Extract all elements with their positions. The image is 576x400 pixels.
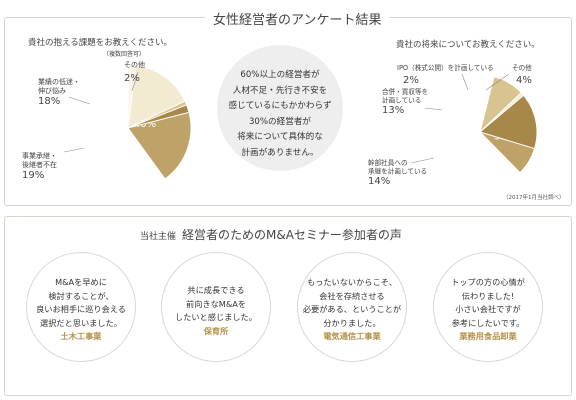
slice-label: 承継を計画している (368, 167, 427, 176)
voice-line: 小さい会社ですが (455, 304, 521, 314)
slice-value: 40% (134, 119, 156, 130)
voice-text: もったいないからこそ、 会社を存続させる必要がある、ということが 分かりました。 電気… (292, 276, 412, 344)
leader-line (63, 147, 85, 153)
seminar-organizer: 当社主催 (140, 232, 177, 242)
center-message: 60%以上の経営者が 人材不足・先行き不安を 感じているにもかかわらず 30%の経営者… (226, 68, 334, 161)
center-message-line: 感じているにもかかわらず (228, 101, 332, 111)
leader-line (424, 107, 443, 111)
voice-circle (433, 252, 543, 362)
pie-slice (479, 74, 495, 133)
slice-value: 30% (461, 176, 483, 187)
voice-circle (297, 252, 407, 362)
slice-label: 計画している (382, 96, 421, 105)
voice-line: 選択だと思いました。 (40, 317, 122, 328)
slice-value: 21% (119, 177, 141, 188)
leader-line (485, 73, 510, 91)
slice-label: 伸び悩み (38, 86, 66, 95)
leader-line (131, 71, 139, 92)
slice-label: その他 (124, 60, 145, 69)
voice-circle (26, 252, 136, 362)
voice-industry: 保育所 (203, 325, 229, 336)
voice-line: 参考にしたいです。 (451, 317, 525, 328)
center-message-line: 人材不足・先行き不安を (232, 85, 328, 96)
slice-value: 14% (368, 176, 390, 187)
chart2-title: 貴社の将来についてお教えください。 (396, 40, 540, 50)
slice-label: 具体的な (458, 158, 486, 167)
center-message-circle (217, 45, 343, 171)
voice-line: もったいないからこそ、 (306, 277, 398, 287)
center-message-line: 計画がありません。 (241, 147, 319, 158)
seminar-heading: 当社主催 経営者のためのM&Aセミナー参加者の声 (132, 226, 410, 243)
slice-value: 19% (22, 170, 44, 181)
slice-label: 事業承継・ (22, 151, 57, 160)
center-message-line: 将来について具体的な (237, 132, 323, 142)
slice-label: 計画はない (455, 167, 490, 176)
slice-value: 18% (38, 96, 60, 107)
slice-label: 業績の低迷・ (38, 77, 80, 86)
voice-text: M&Aを早めに 検討することが、良いお相手に巡り会える 選択だと思いました。 土木工事… (21, 276, 141, 344)
slice-value: 2% (403, 75, 419, 86)
slice-label: IPO（株式公開）を計画している (397, 63, 494, 72)
seminar-frame (4, 216, 572, 396)
survey-title: 女性経営者のアンケート結果 (205, 9, 390, 28)
voice-line: 検討することが、 (48, 290, 114, 301)
leader-line (410, 157, 435, 164)
center-message-line: 60%以上の経営者が (240, 70, 320, 80)
voice-text: トップの方の心情が 伝わりました! 小さい会社ですが 参考にしたいです。 業務用食品卸業 (428, 276, 548, 344)
slice-value: 4% (516, 75, 532, 86)
slice-label: その他 (512, 63, 532, 72)
chart1-title: 貴社の抱える課題をお教えください。 (28, 38, 172, 48)
voice-line: M&Aを早めに (55, 277, 107, 287)
slice-value: 13% (382, 105, 404, 116)
voice-line: 共に成長できる (187, 285, 245, 295)
chart2-note: （2017年1月当社調べ） (503, 195, 565, 201)
slice-label: 先行き不安 (111, 166, 149, 176)
voice-line: したいと感じました。 (175, 312, 257, 322)
slice-label: 後継者不在 (22, 160, 57, 169)
voice-line: 会社を存続させる (319, 290, 385, 301)
slice-value: 2% (124, 73, 140, 84)
voice-line: 必要がある、ということが (302, 304, 402, 314)
voice-industry: 業務用食品卸業 (459, 331, 517, 341)
slice-label: 合併・買収等を (382, 87, 428, 96)
slice-label: 幹部社員への (368, 158, 408, 167)
seminar-title: 経営者のためのM&Aセミナー参加者の声 (182, 228, 402, 242)
chart1-note: （複数回答可） (103, 51, 146, 58)
voice-text: 共に成長できる 前向きなM&Aをしたいと感じました。 保育所 (156, 284, 276, 338)
voice-line: 良いお相手に巡り会える (36, 304, 126, 314)
voice-circle (161, 252, 271, 362)
pie-slice (127, 64, 137, 129)
leader-line (68, 96, 91, 105)
voice-line: トップの方の心情が (451, 277, 525, 287)
voice-industry: 電気通信工事業 (323, 331, 381, 341)
voice-line: 伝わりました! (461, 290, 515, 301)
voice-line: 前向きなM&Aを (186, 298, 246, 309)
leader-line (461, 73, 469, 91)
voice-industry: 土木工事業 (60, 331, 102, 341)
voice-line: 分かりました。 (323, 317, 381, 328)
center-message-line: 30%の経営者が (248, 116, 312, 127)
